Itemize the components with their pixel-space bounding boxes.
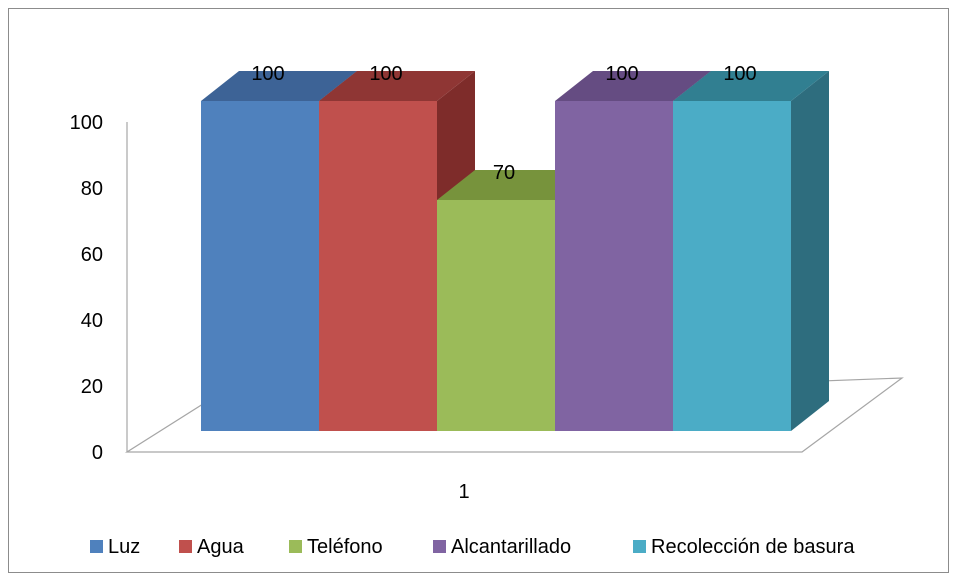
legend: Luz Agua Teléfono Alcantarillado Recolección…	[90, 536, 855, 558]
data-label: 100	[723, 63, 756, 85]
legend-label: Recolección de basura	[651, 536, 855, 558]
legend-item: Agua	[179, 536, 245, 558]
bar-front	[201, 101, 319, 431]
legend-label: Alcantarillado	[451, 536, 571, 558]
floor-outline	[124, 377, 904, 453]
chart-floor	[124, 377, 904, 453]
data-label: 70	[493, 162, 515, 184]
legend-item: Luz	[90, 536, 140, 558]
legend-swatch	[633, 540, 646, 553]
x-category-label: 1	[458, 481, 469, 503]
y-tick-label: 0	[92, 442, 103, 464]
data-label: 100	[605, 63, 638, 85]
legend-label: Teléfono	[307, 536, 383, 558]
legend-swatch	[179, 540, 192, 553]
legend-label: Luz	[108, 536, 140, 558]
data-labels: 100 100 70 100 100	[251, 63, 756, 184]
bar-front	[555, 101, 673, 431]
bar-top	[555, 71, 711, 101]
legend-label: Agua	[197, 536, 245, 558]
y-tick-label: 80	[81, 178, 103, 200]
y-tick-label: 60	[81, 244, 103, 266]
legend-item: Alcantarillado	[433, 536, 571, 558]
bar-top	[673, 71, 829, 101]
legend-swatch	[433, 540, 446, 553]
bar-side	[791, 71, 829, 431]
bar-top	[201, 71, 357, 101]
bar-top	[437, 170, 593, 200]
legend-item: Teléfono	[289, 536, 383, 558]
y-tick-label: 20	[81, 376, 103, 398]
legend-item: Recolección de basura	[633, 536, 855, 558]
bar-top	[319, 71, 475, 101]
y-tick-label: 40	[81, 310, 103, 332]
bar-front	[319, 101, 437, 431]
data-label: 100	[369, 63, 402, 85]
y-axis: 0 20 40 60 80 100	[70, 112, 128, 464]
bar-recolección-de-basura	[673, 71, 829, 431]
legend-swatch	[90, 540, 103, 553]
bar-front	[437, 200, 555, 431]
bar-front	[673, 101, 791, 431]
legend-swatch	[289, 540, 302, 553]
y-tick-label: 100	[70, 112, 103, 134]
data-label: 100	[251, 63, 284, 85]
x-axis: 1	[458, 481, 469, 503]
bars	[201, 71, 829, 431]
